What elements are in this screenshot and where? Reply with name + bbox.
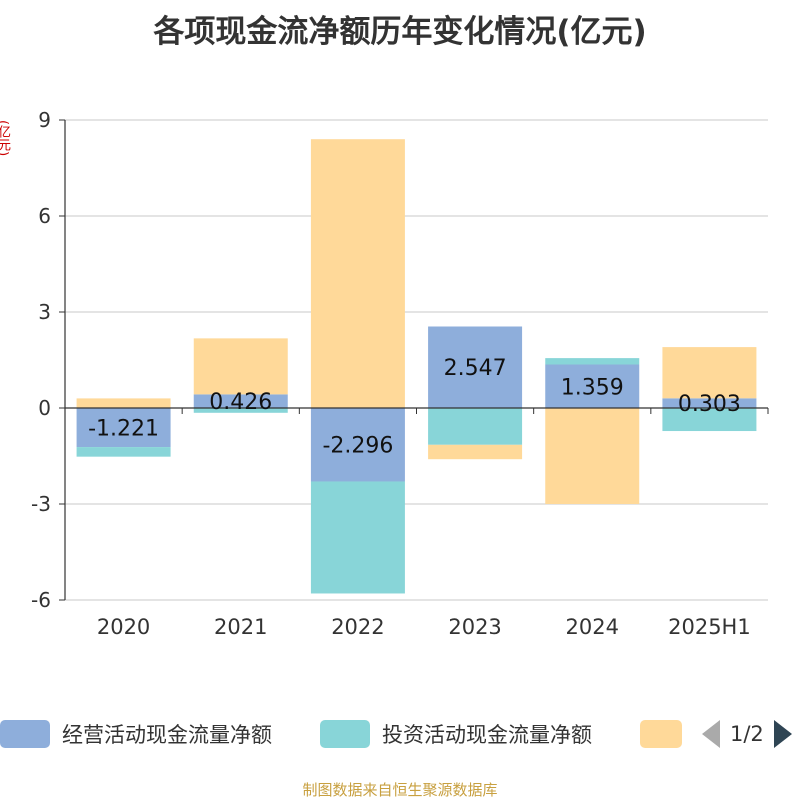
x-tick-label: 2020 [97, 615, 150, 639]
bar-2024-series-1[interactable] [545, 358, 640, 365]
y-tick-label: -6 [31, 588, 51, 612]
legend-swatch-operating [0, 720, 50, 748]
legend-label-investing: 投资活动现金流量净额 [382, 723, 592, 747]
bar-2021-series-0[interactable] [193, 394, 288, 408]
bar-2025H1-series-2[interactable] [662, 347, 757, 399]
x-tick-label: 2025H1 [668, 615, 751, 639]
y-tick-label: 9 [38, 108, 51, 132]
bar-2022-series-1[interactable] [310, 481, 405, 594]
legend-item-operating[interactable]: 经营活动现金流量净额 [0, 716, 272, 752]
y-tick-label: 0 [38, 396, 51, 420]
legend-next-page-icon[interactable] [773, 720, 792, 748]
bar-2023-series-0[interactable] [428, 326, 523, 408]
bar-2024-series-2[interactable] [545, 408, 640, 504]
bar-2023-series-1[interactable] [428, 408, 523, 445]
legend-pager: 1/2 [702, 716, 792, 752]
y-tick-label: -3 [31, 492, 51, 516]
legend-item-investing[interactable]: 投资活动现金流量净额 [320, 716, 592, 752]
data-source-footer: 制图数据来自恒生聚源数据库 [302, 781, 498, 799]
data-label: -2.296 [322, 434, 393, 459]
bar-2022-series-0[interactable] [310, 408, 405, 482]
legend-swatch-investing [320, 720, 370, 748]
bar-2020-series-1[interactable] [76, 447, 171, 457]
bar-2021-series-2[interactable] [193, 338, 288, 395]
y-axis-unit-label: (亿元) [0, 120, 10, 157]
bar-2025H1-series-0[interactable] [662, 398, 757, 408]
data-label: -1.221 [88, 417, 159, 442]
bar-2022-series-2[interactable] [310, 139, 405, 408]
x-tick-label: 2023 [448, 615, 501, 639]
legend-swatch-third [640, 720, 682, 748]
bar-chart: -6 -3 0 3 6 9 2020 2021 2022 2023 2024 2025H1 -1.22… [31, 108, 769, 639]
bar-2020-series-0[interactable] [76, 408, 171, 448]
x-tick-label: 2022 [331, 615, 384, 639]
y-tick-label: 6 [38, 204, 51, 228]
bar-2025H1-series-1[interactable] [662, 408, 757, 432]
legend-prev-page-icon[interactable] [702, 720, 720, 748]
data-label: 0.303 [678, 392, 741, 417]
data-label: 0.426 [209, 390, 272, 415]
legend-label-operating: 经营活动现金流量净额 [62, 723, 272, 747]
data-label: 1.359 [561, 375, 624, 400]
bar-2023-series-2[interactable] [428, 444, 523, 460]
x-tick-label: 2021 [214, 615, 267, 639]
bar-2024-series-0[interactable] [545, 364, 640, 408]
chart-legend: 经营活动现金流量净额 投资活动现金流量净额 1/2 [0, 716, 800, 752]
x-tick-label: 2024 [566, 615, 619, 639]
chart-title: 各项现金流净额历年变化情况(亿元) [153, 14, 647, 50]
bar-2020-series-2[interactable] [76, 398, 171, 408]
legend-page-indicator: 1/2 [730, 722, 764, 746]
y-tick-label: 3 [38, 300, 51, 324]
data-label: 2.547 [444, 356, 507, 381]
bar-2021-series-1[interactable] [193, 408, 288, 413]
legend-item-third[interactable] [640, 716, 682, 752]
